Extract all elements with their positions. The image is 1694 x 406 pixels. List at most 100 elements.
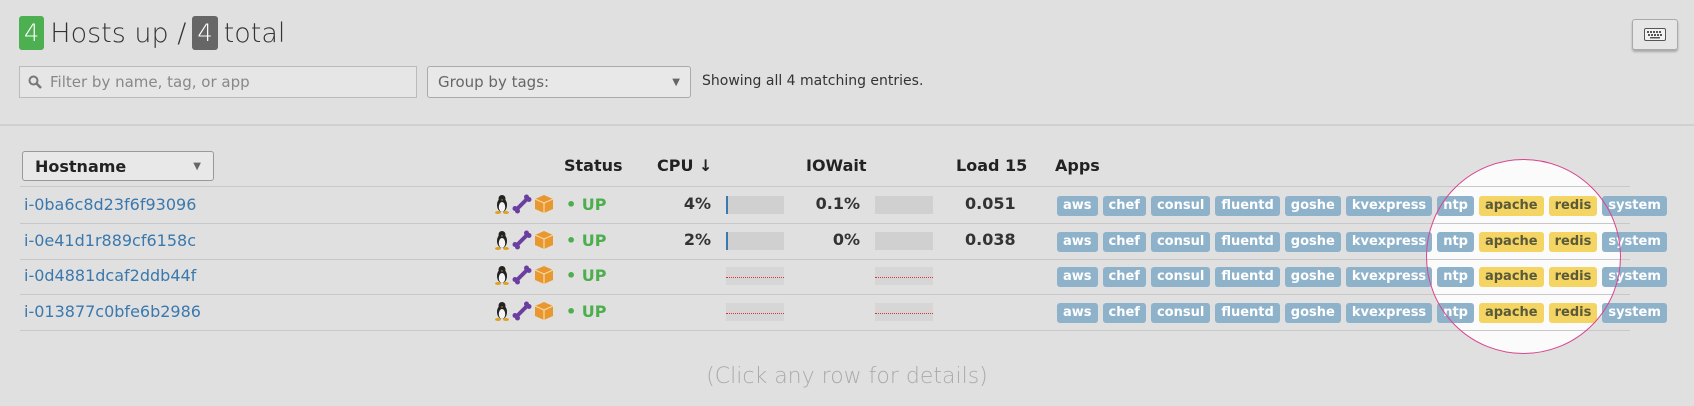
cpu-bar-no-data xyxy=(726,267,784,285)
app-tag-system[interactable]: system xyxy=(1602,196,1667,216)
chevron-down-icon: ▼ xyxy=(193,160,201,172)
box-icon xyxy=(534,194,554,218)
app-tag-goshe[interactable]: goshe xyxy=(1284,196,1341,216)
hostname-link[interactable]: i-0d4881dcaf2ddb44f xyxy=(24,266,197,285)
iowait-bar xyxy=(875,231,933,250)
hosts-up-badge: 4 xyxy=(19,16,45,50)
box-icon xyxy=(534,301,554,325)
table-row[interactable]: i-013877c0bfe6b2986 • UP aws chef consul flue… xyxy=(20,295,1667,330)
iowait-value: 0.1% xyxy=(815,194,860,213)
hostname-link[interactable]: i-013877c0bfe6b2986 xyxy=(24,301,201,321)
click-row-hint: (Click any row for details) xyxy=(706,364,988,389)
keyboard-icon xyxy=(1644,28,1666,41)
row-divider xyxy=(20,329,1630,331)
cpu-bar-fill xyxy=(726,231,728,250)
iowait-bar-no-data xyxy=(875,267,933,285)
table-row[interactable]: i-0ba6c8d23f6f93096 • UP 4% 0.1% 0.051 aws che… xyxy=(20,188,1667,223)
iowait-bar xyxy=(875,196,933,214)
app-tag-fluentd[interactable]: fluentd xyxy=(1215,302,1280,323)
total-badge: 4 xyxy=(192,16,218,50)
table-row[interactable]: i-0e41d1r889cf6158c • UP 2% 0% 0.038 aws chef c… xyxy=(20,224,1667,259)
hostname-link[interactable]: i-0e41d1r889cf6158c xyxy=(24,230,196,250)
app-tag-goshe[interactable]: goshe xyxy=(1284,302,1341,323)
box-icon xyxy=(534,265,554,289)
app-tag-kvexpress[interactable]: kvexpress xyxy=(1345,267,1433,287)
keyboard-shortcuts-button[interactable] xyxy=(1632,19,1678,50)
host-icons xyxy=(494,194,554,218)
app-tag-fluentd[interactable]: fluentd xyxy=(1215,196,1280,216)
cpu-bar xyxy=(726,196,784,214)
cpu-bar-no-data xyxy=(726,302,784,321)
iowait-value: 0% xyxy=(832,229,860,249)
app-tag-goshe[interactable]: goshe xyxy=(1284,267,1341,287)
bone-icon xyxy=(512,301,532,325)
app-tag-aws[interactable]: aws xyxy=(1057,302,1098,323)
table-header-divider xyxy=(20,186,1630,187)
showing-count-text: Showing all 4 matching entries. xyxy=(702,73,924,89)
chevron-down-icon: ▼ xyxy=(672,76,680,88)
linux-penguin-icon xyxy=(494,301,510,325)
app-tag-chef[interactable]: chef xyxy=(1102,302,1146,323)
filter-input[interactable] xyxy=(48,72,412,92)
status-badge: • UP xyxy=(566,266,607,285)
linux-penguin-icon xyxy=(494,194,510,218)
row-divider xyxy=(20,223,1630,224)
app-tag-chef[interactable]: chef xyxy=(1102,267,1146,287)
bone-icon xyxy=(512,230,532,254)
status-badge: • UP xyxy=(566,301,607,321)
bone-icon xyxy=(512,265,532,289)
app-tag-kvexpress[interactable]: kvexpress xyxy=(1345,196,1433,216)
hosts-up-label: Hosts up / xyxy=(50,17,187,49)
hostname-sort-select[interactable]: Hostname ▼ xyxy=(22,151,214,181)
app-tag-kvexpress[interactable]: kvexpress xyxy=(1345,231,1433,252)
app-tag-aws[interactable]: aws xyxy=(1057,231,1098,252)
app-tag-aws[interactable]: aws xyxy=(1057,196,1098,216)
cpu-bar xyxy=(726,231,784,250)
app-tag-chef[interactable]: chef xyxy=(1102,196,1146,216)
highlight-circle xyxy=(1426,159,1621,354)
host-icons xyxy=(494,265,554,289)
cpu-column-header[interactable]: CPU ↓ xyxy=(657,156,713,175)
cpu-value: 4% xyxy=(683,194,711,213)
group-by-label: Group by tags: xyxy=(438,73,550,91)
app-tag-consul[interactable]: consul xyxy=(1150,196,1211,216)
hostname-link[interactable]: i-0ba6c8d23f6f93096 xyxy=(24,195,197,214)
box-icon xyxy=(534,230,554,254)
load15-column-header[interactable]: Load 15 xyxy=(956,156,1028,175)
app-tag-system[interactable]: system xyxy=(1602,302,1667,323)
app-tag-fluentd[interactable]: fluentd xyxy=(1215,231,1280,252)
host-icons xyxy=(494,301,554,325)
status-column-header[interactable]: Status xyxy=(564,156,623,175)
app-tag-consul[interactable]: consul xyxy=(1150,267,1211,287)
app-tag-fluentd[interactable]: fluentd xyxy=(1215,267,1280,287)
total-label: total xyxy=(223,17,286,49)
group-by-select[interactable]: Group by tags: ▼ xyxy=(427,66,691,98)
linux-penguin-icon xyxy=(494,265,510,289)
apps-column-header: Apps xyxy=(1055,156,1100,175)
app-tag-aws[interactable]: aws xyxy=(1057,267,1098,287)
iowait-column-header[interactable]: IOWait xyxy=(806,156,867,175)
linux-penguin-icon xyxy=(494,230,510,254)
header-divider xyxy=(0,124,1694,126)
load15-value: 0.038 xyxy=(965,229,1016,249)
hostname-column-header: Hostname xyxy=(35,156,127,176)
load15-value: 0.051 xyxy=(965,194,1016,213)
cpu-bar-fill xyxy=(726,196,729,214)
search-icon xyxy=(28,75,42,89)
row-divider xyxy=(20,294,1630,295)
app-tag-consul[interactable]: consul xyxy=(1150,231,1211,252)
table-row[interactable]: i-0d4881dcaf2ddb44f • UP aws chef consul flue… xyxy=(20,259,1667,294)
status-badge: • UP xyxy=(566,230,607,250)
app-tag-consul[interactable]: consul xyxy=(1150,302,1211,323)
row-divider xyxy=(20,258,1630,260)
host-icons xyxy=(494,230,554,254)
status-badge: • UP xyxy=(566,195,607,214)
iowait-bar-no-data xyxy=(875,302,933,321)
app-tag-kvexpress[interactable]: kvexpress xyxy=(1345,302,1433,323)
bone-icon xyxy=(512,194,532,218)
page-title: 4 Hosts up / 4 total xyxy=(19,16,285,50)
app-tag-chef[interactable]: chef xyxy=(1102,231,1146,252)
cpu-value: 2% xyxy=(683,229,711,249)
app-tag-goshe[interactable]: goshe xyxy=(1284,231,1341,252)
filter-field[interactable] xyxy=(19,66,417,98)
